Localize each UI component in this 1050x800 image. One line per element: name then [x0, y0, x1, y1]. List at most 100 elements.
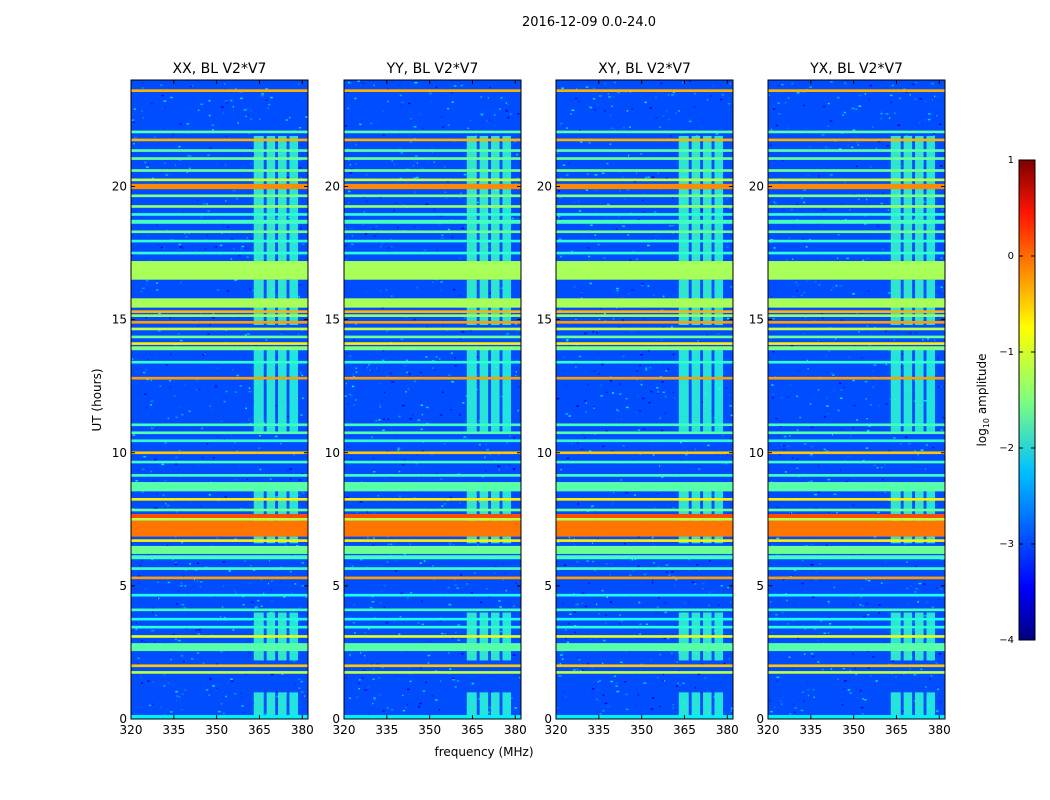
noise-pixel	[878, 375, 881, 378]
noise-pixel	[298, 167, 302, 169]
noise-pixel	[289, 585, 291, 588]
noise-pixel	[365, 233, 367, 236]
noise-pixel	[580, 292, 583, 294]
noise-pixel	[506, 332, 510, 335]
noise-pixel	[685, 453, 688, 456]
noise-pixel	[566, 709, 568, 711]
noise-pixel	[289, 468, 292, 470]
noise-pixel	[645, 367, 648, 369]
noise-pixel	[230, 678, 233, 680]
noise-pixel	[206, 203, 208, 205]
noise-pixel	[362, 182, 365, 184]
noise-pixel	[159, 706, 162, 709]
noise-pixel	[180, 683, 182, 685]
rfi-band	[131, 178, 308, 182]
noise-pixel	[649, 536, 651, 538]
rfi-band-group	[556, 89, 733, 719]
noise-pixel	[817, 340, 819, 342]
noise-pixel	[463, 173, 467, 176]
noise-pixel	[220, 703, 223, 705]
noise-pixel	[588, 687, 591, 690]
noise-pixel	[143, 455, 147, 458]
rfi-band	[344, 671, 521, 674]
noise-pixel	[889, 245, 891, 248]
noise-pixel	[213, 238, 217, 240]
noise-pixel	[250, 564, 252, 567]
noise-pixel	[420, 404, 423, 406]
noise-pixel	[180, 246, 183, 248]
noise-pixel	[447, 586, 450, 589]
noise-pixel	[659, 417, 661, 420]
noise-pixel	[700, 687, 702, 690]
noise-pixel	[300, 691, 304, 693]
noise-pixel	[839, 285, 842, 287]
noise-pixel	[908, 442, 911, 445]
noise-pixel	[672, 507, 675, 509]
noise-pixel	[216, 367, 219, 370]
noise-pixel	[569, 312, 573, 314]
noise-pixel	[559, 217, 563, 220]
rfi-band	[131, 439, 308, 443]
noise-pixel	[441, 234, 444, 236]
rfi-channel-block	[915, 135, 924, 262]
noise-pixel	[414, 191, 416, 193]
noise-pixel	[801, 238, 805, 241]
noise-pixel	[230, 163, 233, 166]
rfi-band	[131, 298, 308, 308]
noise-pixel	[827, 632, 830, 634]
noise-pixel	[597, 681, 600, 683]
noise-pixel	[887, 297, 888, 299]
noise-pixel	[191, 364, 193, 366]
noise-pixel	[587, 359, 590, 362]
rfi-band	[344, 230, 521, 234]
noise-pixel	[686, 450, 688, 452]
noise-pixel	[770, 144, 772, 146]
noise-pixel	[395, 202, 397, 204]
noise-pixel	[269, 478, 272, 480]
noise-pixel	[158, 329, 161, 332]
noise-pixel	[403, 365, 407, 367]
noise-pixel	[597, 243, 600, 246]
noise-pixel	[439, 414, 443, 416]
noise-pixel	[648, 366, 652, 369]
noise-pixel	[233, 590, 237, 592]
noise-pixel	[515, 112, 519, 114]
noise-pixel	[373, 668, 375, 670]
noise-pixel	[183, 606, 186, 609]
noise-pixel	[367, 685, 371, 688]
noise-pixel	[453, 85, 457, 87]
noise-pixel	[615, 228, 618, 230]
noise-pixel	[719, 98, 723, 101]
noise-pixel	[357, 80, 360, 82]
noise-pixel	[371, 601, 375, 603]
noise-pixel	[288, 374, 290, 376]
noise-pixel	[611, 503, 615, 505]
noise-pixel	[466, 583, 469, 585]
noise-pixel	[813, 628, 817, 630]
noise-pixel	[663, 637, 666, 640]
rfi-band	[344, 178, 521, 182]
noise-pixel	[516, 217, 518, 219]
colorbar-ticks: −4−3−2−101	[999, 155, 1035, 646]
noise-pixel	[163, 100, 167, 102]
rfi-band	[344, 593, 521, 597]
noise-pixel	[601, 363, 604, 366]
noise-pixel	[660, 444, 662, 446]
noise-pixel	[696, 135, 698, 137]
noise-pixel	[584, 332, 587, 335]
noise-pixel	[770, 177, 772, 180]
noise-pixel	[150, 404, 152, 406]
noise-pixel	[147, 680, 150, 682]
noise-pixel	[847, 455, 850, 458]
noise-pixel	[158, 312, 161, 315]
noise-pixel	[927, 338, 929, 340]
noise-pixel	[458, 414, 461, 416]
noise-pixel	[566, 173, 569, 176]
noise-pixel	[451, 381, 454, 383]
noise-pixel	[623, 127, 625, 129]
noise-pixel	[659, 416, 662, 419]
noise-pixel	[730, 414, 733, 417]
rfi-band	[556, 130, 733, 134]
noise-pixel	[885, 403, 888, 405]
noise-pixel	[913, 674, 916, 676]
